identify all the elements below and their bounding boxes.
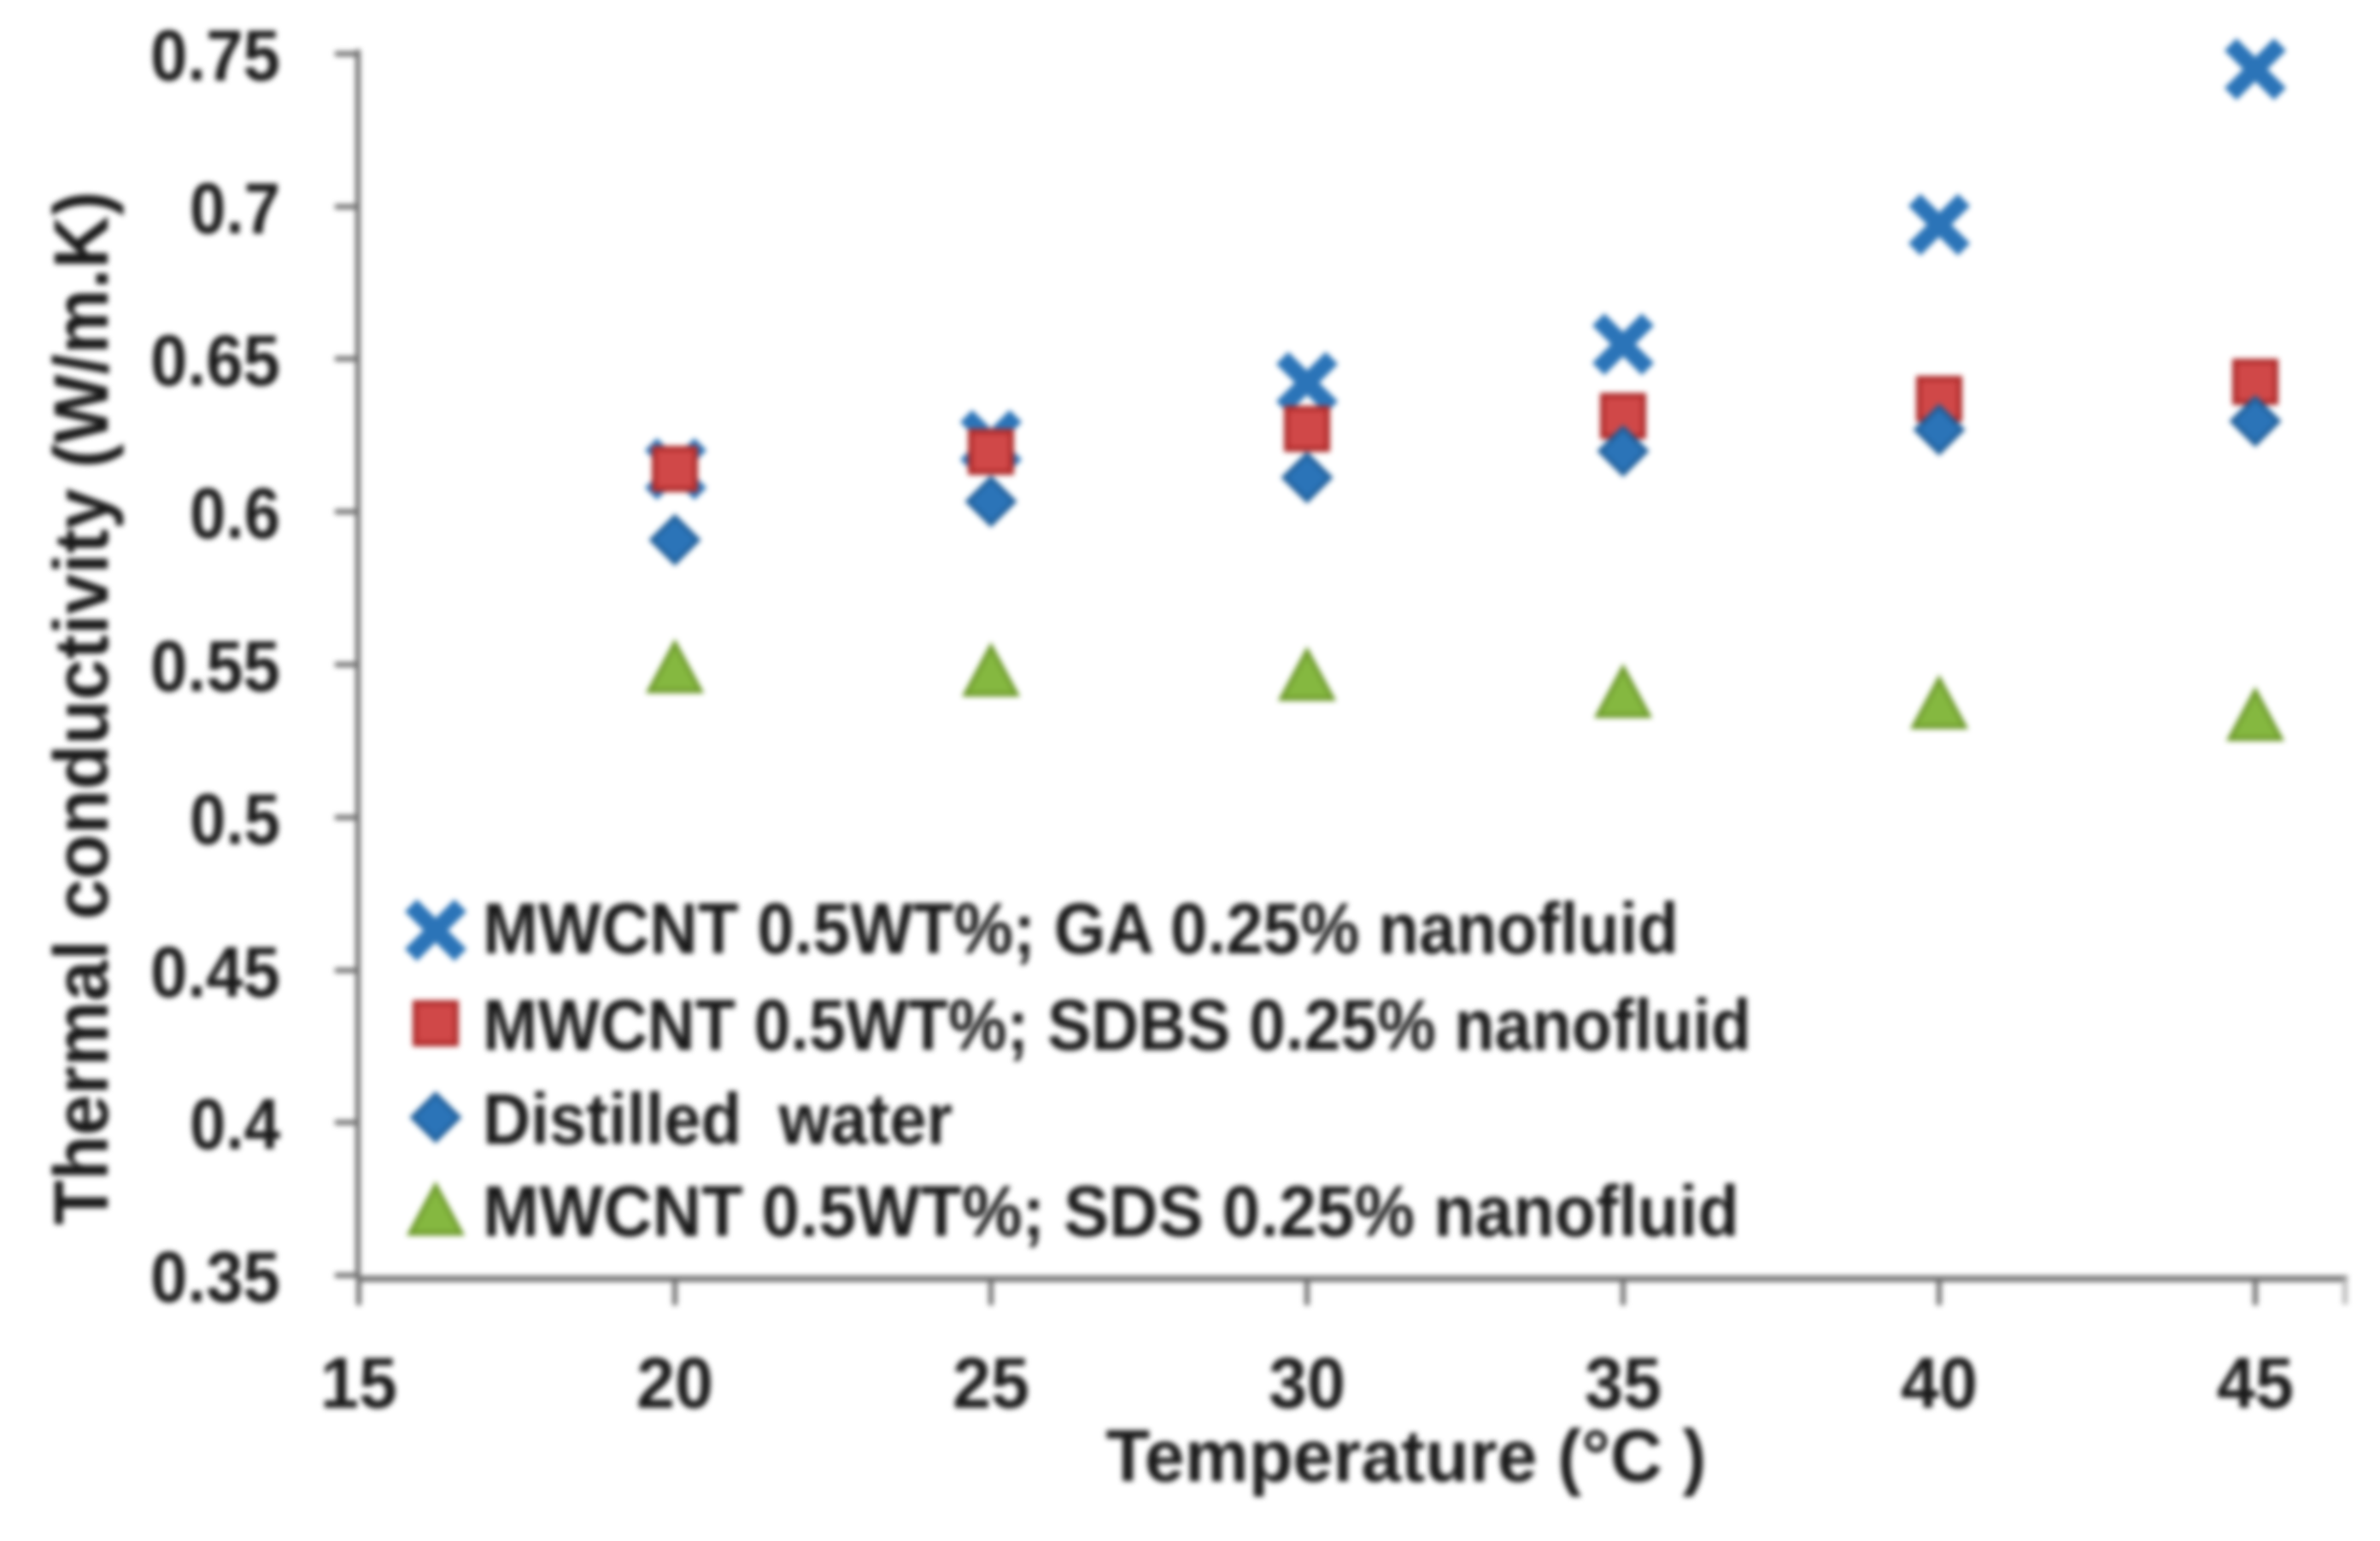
svg-text:0.5: 0.5 — [190, 779, 280, 859]
svg-text:0.75: 0.75 — [150, 15, 280, 96]
svg-text:30: 30 — [1269, 1343, 1345, 1423]
svg-text:0.4: 0.4 — [190, 1084, 280, 1164]
svg-text:25: 25 — [953, 1343, 1029, 1423]
svg-text:0.55: 0.55 — [150, 626, 280, 706]
svg-text:40: 40 — [1901, 1343, 1978, 1423]
svg-text:35: 35 — [1585, 1343, 1662, 1423]
svg-text:0.35: 0.35 — [150, 1237, 280, 1317]
svg-text:0.7: 0.7 — [190, 168, 280, 249]
svg-text:MWCNT 0.5WT%; SDS 0.25% nanofl: MWCNT 0.5WT%; SDS 0.25% nanofluid — [483, 1171, 1739, 1251]
svg-text:20: 20 — [636, 1343, 713, 1423]
svg-text:0.6: 0.6 — [190, 473, 280, 554]
svg-text:45: 45 — [2217, 1343, 2294, 1423]
svg-text:0.45: 0.45 — [150, 932, 280, 1012]
svg-text:0.65: 0.65 — [150, 320, 280, 401]
svg-text:15: 15 — [320, 1343, 397, 1423]
svg-text:MWCNT 0.5WT%; GA 0.25% nanoflu: MWCNT 0.5WT%; GA 0.25% nanofluid — [483, 888, 1679, 969]
svg-text:Temperature (°C ): Temperature (°C ) — [1106, 1415, 1707, 1497]
svg-text:Thermal conductivity (W/m.K): Thermal conductivity (W/m.K) — [39, 191, 125, 1225]
svg-text:Distilled water: Distilled water — [483, 1079, 953, 1159]
svg-text:MWCNT 0.5WT%; SDBS 0.25% nanof: MWCNT 0.5WT%; SDBS 0.25% nanofluid — [483, 985, 1751, 1065]
